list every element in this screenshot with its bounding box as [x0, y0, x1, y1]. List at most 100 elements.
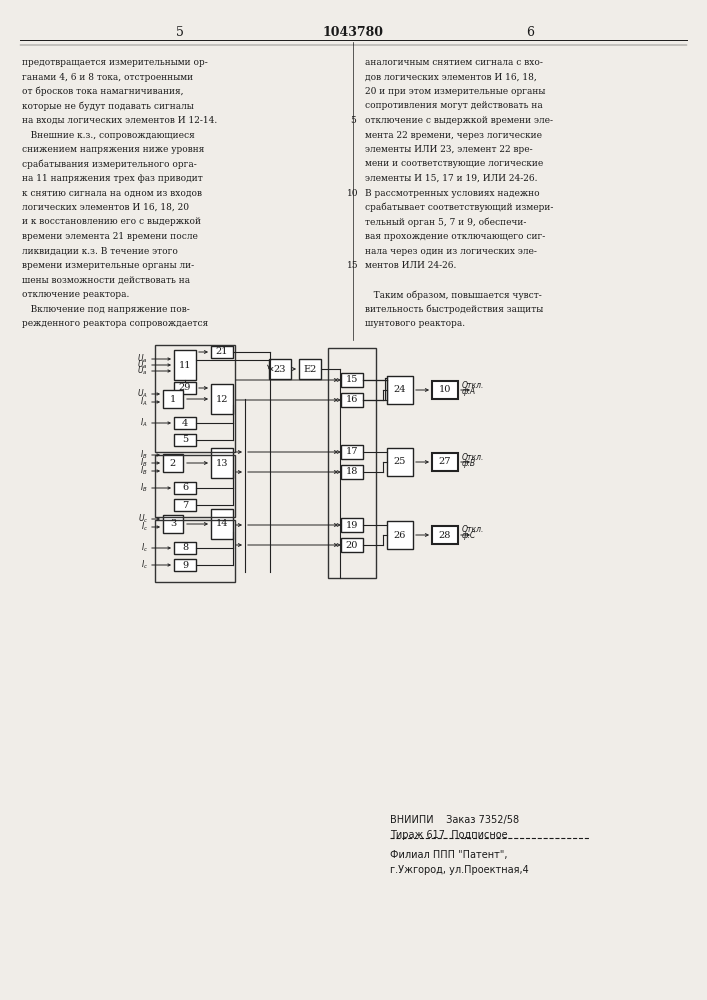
Text: 11: 11 — [179, 360, 192, 369]
Bar — [432, 526, 458, 544]
Bar — [211, 346, 233, 358]
Text: снижением напряжения ниже уровня: снижением напряжения ниже уровня — [22, 145, 204, 154]
Text: $U_A$: $U_A$ — [137, 388, 148, 400]
Bar — [432, 453, 458, 471]
Text: времени измерительные органы ли-: времени измерительные органы ли- — [22, 261, 194, 270]
Text: 15: 15 — [347, 261, 359, 270]
Text: к снятию сигнала на одном из входов: к снятию сигнала на одном из входов — [22, 188, 202, 198]
Text: 19: 19 — [346, 520, 358, 530]
Text: 20: 20 — [346, 540, 358, 550]
Text: ликвидации к.з. В течение этого: ликвидации к.з. В течение этого — [22, 246, 178, 255]
Bar — [387, 521, 413, 549]
Text: $I_A$: $I_A$ — [141, 396, 148, 408]
Text: ментов ИЛИ 24-26.: ментов ИЛИ 24-26. — [365, 261, 457, 270]
Text: ВНИИПИ    Заказ 7352/58: ВНИИПИ Заказ 7352/58 — [390, 815, 519, 825]
Text: времени элемента 21 времени после: времени элемента 21 времени после — [22, 232, 198, 241]
Text: ганами 4, 6 и 8 тока, отстроенными: ганами 4, 6 и 8 тока, отстроенными — [22, 73, 193, 82]
Text: 5: 5 — [350, 116, 356, 125]
Bar — [174, 542, 196, 554]
Text: и к восстановлению его с выдержкой: и к восстановлению его с выдержкой — [22, 218, 201, 227]
Bar — [269, 359, 291, 379]
Bar — [341, 465, 363, 479]
Text: 23: 23 — [274, 364, 286, 373]
Text: $U_a$: $U_a$ — [137, 353, 148, 365]
Bar — [155, 345, 235, 452]
Text: тельный орган 5, 7 и 9, обеспечи-: тельный орган 5, 7 и 9, обеспечи- — [365, 218, 527, 227]
Bar — [328, 348, 376, 578]
Text: $I_B$: $I_B$ — [141, 465, 148, 477]
Text: 14: 14 — [216, 520, 228, 528]
Text: 12: 12 — [216, 394, 228, 403]
Bar — [211, 384, 233, 414]
Text: 20 и при этом измерительные органы: 20 и при этом измерительные органы — [365, 87, 545, 96]
Text: г.Ужгород, ул.Проектная,4: г.Ужгород, ул.Проектная,4 — [390, 865, 529, 875]
Text: $I_c$: $I_c$ — [141, 559, 148, 571]
Text: 9: 9 — [182, 560, 188, 570]
Bar — [174, 350, 196, 380]
Text: $U_c$: $U_c$ — [138, 513, 148, 525]
Bar — [174, 382, 196, 394]
Text: 15: 15 — [346, 375, 358, 384]
Text: вительность быстродействия защиты: вительность быстродействия защиты — [365, 304, 543, 314]
Bar — [211, 509, 233, 539]
Bar — [163, 515, 183, 533]
Text: Внешние к.з., сопровождающиеся: Внешние к.з., сопровождающиеся — [22, 130, 194, 139]
Text: $I_B$: $I_B$ — [141, 482, 148, 494]
Bar — [341, 373, 363, 387]
Text: E2: E2 — [303, 364, 317, 373]
Text: 3: 3 — [170, 520, 176, 528]
Bar — [299, 359, 321, 379]
Text: 17: 17 — [346, 448, 358, 456]
Text: $I_A$: $I_A$ — [141, 417, 148, 429]
Bar — [155, 520, 235, 582]
Bar — [174, 499, 196, 511]
Text: ф.С: ф.С — [462, 532, 477, 540]
Text: $I_B$: $I_B$ — [141, 457, 148, 469]
Text: от бросков тока намагничивания,: от бросков тока намагничивания, — [22, 87, 184, 97]
Text: 6: 6 — [526, 25, 534, 38]
Text: В рассмотренных условиях надежно: В рассмотренных условиях надежно — [365, 188, 539, 198]
Text: мента 22 времени, через логические: мента 22 времени, через логические — [365, 130, 542, 139]
Text: Откл.: Откл. — [462, 526, 484, 534]
Text: 27: 27 — [439, 458, 451, 466]
Text: Таким образом, повышается чувст-: Таким образом, повышается чувст- — [365, 290, 542, 300]
Text: вая прохождение отключающего сиг-: вая прохождение отключающего сиг- — [365, 232, 545, 241]
Bar — [341, 518, 363, 532]
Text: $I_B$: $I_B$ — [141, 449, 148, 461]
Bar — [174, 434, 196, 446]
Bar — [174, 417, 196, 429]
Text: $U_a$: $U_a$ — [137, 365, 148, 377]
Text: $U_a$: $U_a$ — [137, 359, 148, 371]
Text: Филиал ППП "Патент",: Филиал ППП "Патент", — [390, 850, 508, 860]
Text: на входы логических элементов И 12-14.: на входы логических элементов И 12-14. — [22, 116, 217, 125]
Text: 6: 6 — [182, 484, 188, 492]
Text: режденного реактора сопровождается: режденного реактора сопровождается — [22, 319, 209, 328]
Text: 10: 10 — [347, 188, 358, 198]
Text: 7: 7 — [182, 500, 188, 510]
Bar — [174, 559, 196, 571]
Bar — [432, 381, 458, 399]
Text: 24: 24 — [394, 385, 407, 394]
Text: 13: 13 — [216, 458, 228, 468]
Text: 5: 5 — [176, 25, 184, 38]
Text: шены возможности действовать на: шены возможности действовать на — [22, 275, 190, 284]
Bar — [163, 390, 183, 408]
Text: предотвращается измерительными ор-: предотвращается измерительными ор- — [22, 58, 208, 67]
Text: $I_c$: $I_c$ — [141, 521, 148, 533]
Text: Включение под напряжение пов-: Включение под напряжение пов- — [22, 304, 189, 314]
Text: отключение реактора.: отключение реактора. — [22, 290, 129, 299]
Bar — [387, 376, 413, 404]
Text: 4: 4 — [182, 418, 188, 428]
Text: 16: 16 — [346, 395, 358, 404]
Bar — [163, 454, 183, 472]
Text: на 11 напряжения трех фаз приводит: на 11 напряжения трех фаз приводит — [22, 174, 203, 183]
Text: Тираж 617  Подписное: Тираж 617 Подписное — [390, 830, 508, 840]
Text: 5: 5 — [182, 436, 188, 444]
Text: элементы ИЛИ 23, элемент 22 вре-: элементы ИЛИ 23, элемент 22 вре- — [365, 145, 532, 154]
Text: 21: 21 — [216, 348, 228, 357]
Text: 8: 8 — [182, 544, 188, 552]
Text: 25: 25 — [394, 458, 407, 466]
Text: дов логических элементов И 16, 18,: дов логических элементов И 16, 18, — [365, 73, 537, 82]
Text: которые не будут подавать сигналы: которые не будут подавать сигналы — [22, 102, 194, 111]
Text: Откл.: Откл. — [462, 452, 484, 462]
